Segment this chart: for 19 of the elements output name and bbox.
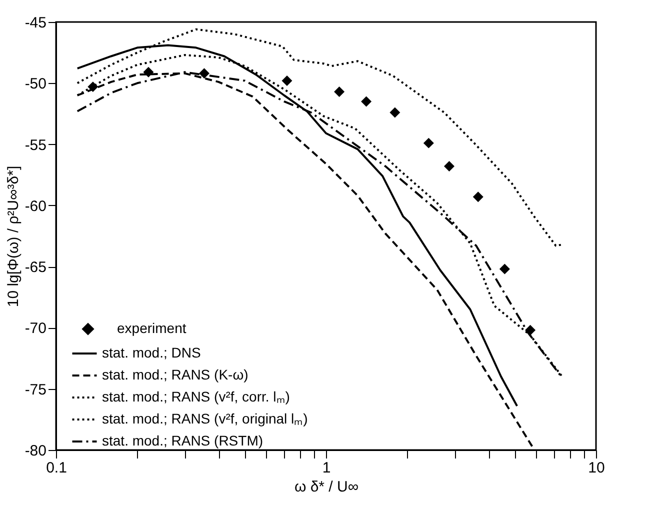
legend-label: stat. mod.; RANS (v²f, original lₘ) <box>102 410 308 426</box>
legend-label: stat. mod.; DNS <box>102 344 201 360</box>
x-axis-title: ω δ* / U∞ <box>294 478 359 496</box>
y-tick-label: -80 <box>24 442 46 460</box>
y-tick-label: -45 <box>24 14 46 32</box>
y-tick-label: -75 <box>24 381 46 398</box>
y-axis-title: 10 lg[Φ(ω) / ρ²U∞³δ*] <box>4 166 22 308</box>
legend-label: stat. mod.; RANS (v²f, corr. lₘ) <box>102 388 290 404</box>
y-tick-label: -50 <box>24 76 46 93</box>
x-tick-label: 0.1 <box>46 460 67 476</box>
y-tick-label: -70 <box>24 320 46 338</box>
y-tick-label: -55 <box>24 136 46 154</box>
legend-label: stat. mod.; RANS (RSTM) <box>102 432 264 448</box>
legend-label: experiment <box>117 320 186 336</box>
x-tick-label: 1 <box>322 460 331 476</box>
y-tick-label: -60 <box>24 198 46 215</box>
legend-label: stat. mod.; RANS (K-ω) <box>102 366 248 382</box>
y-tick-label: -65 <box>24 259 46 276</box>
x-tick-label: 10 <box>588 460 605 476</box>
